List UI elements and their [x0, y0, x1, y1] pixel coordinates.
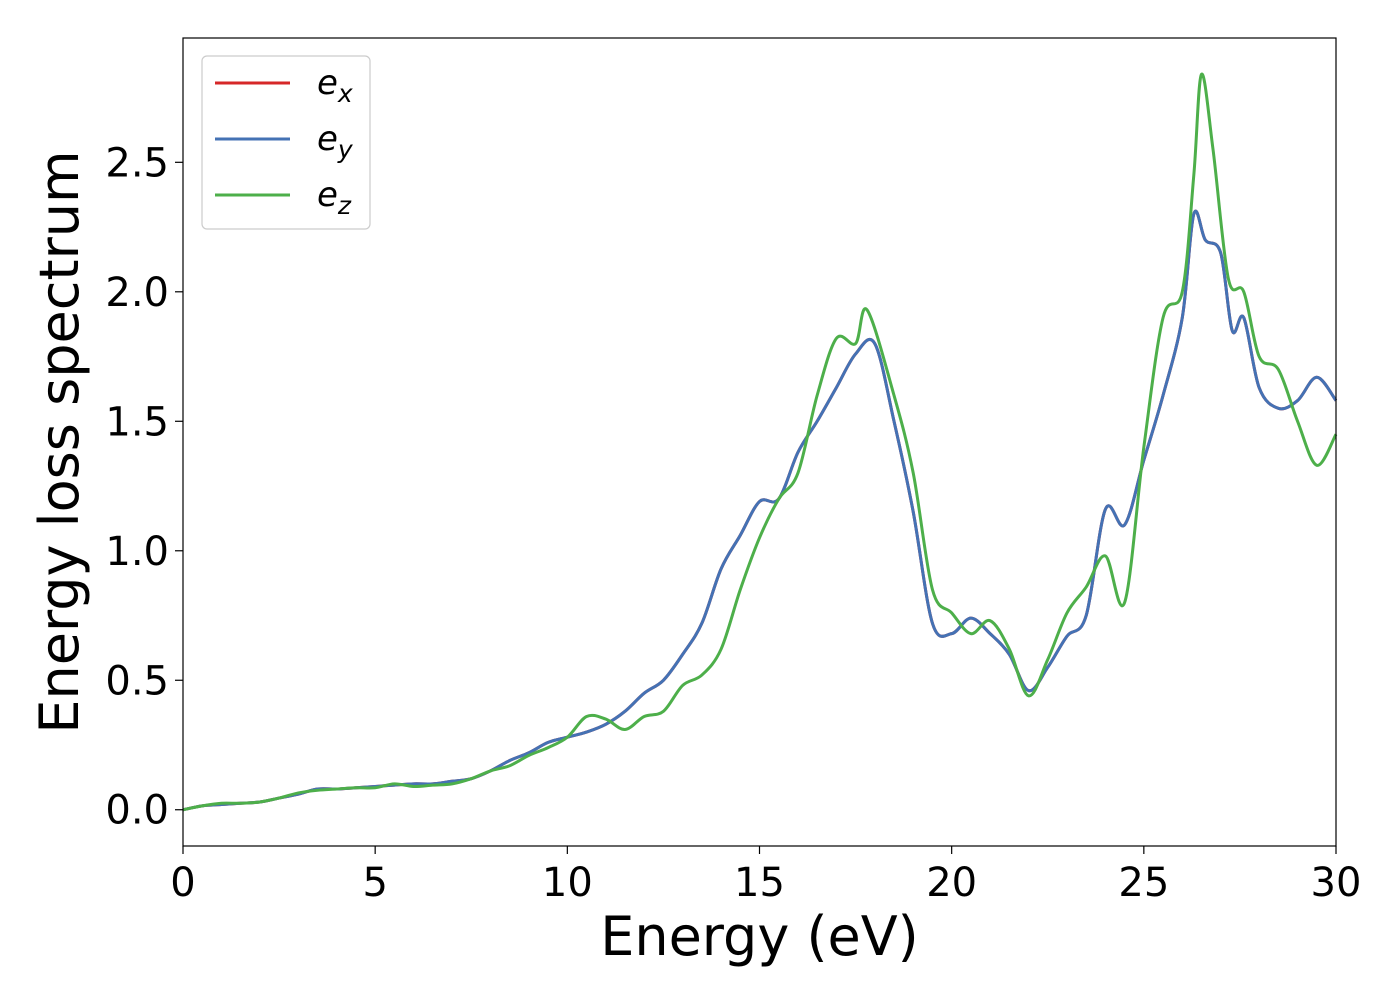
- x-tick-label: 0: [170, 860, 195, 906]
- y-tick-label: 0.5: [105, 658, 169, 704]
- x-tick-label: 25: [1118, 860, 1169, 906]
- x-axis-label: Energy (eV): [600, 905, 919, 968]
- x-tick-label: 5: [362, 860, 387, 906]
- y-tick-label: 1.0: [105, 529, 169, 575]
- x-tick-label: 15: [734, 860, 785, 906]
- legend-label-y: ey: [317, 119, 354, 164]
- legend-items: ex ey ez: [215, 63, 354, 220]
- y-tick-label: 2.0: [105, 270, 169, 316]
- y-axis: 0.0 0.5 1.0 1.5 2.0 2.5: [105, 140, 183, 834]
- y-tick-label: 2.5: [105, 140, 169, 186]
- legend: ex ey ez: [201, 55, 371, 230]
- legend-box: [201, 55, 371, 230]
- x-tick-label: 20: [926, 860, 977, 906]
- legend-label-x: ex: [317, 63, 353, 108]
- x-tick-label: 10: [542, 860, 593, 906]
- legend-label-z: ez: [317, 175, 352, 220]
- y-tick-label: 1.5: [105, 399, 169, 445]
- x-axis: 0 5 10 15 20 25 30: [170, 846, 1361, 906]
- y-tick-label: 0.0: [105, 788, 169, 834]
- y-axis-label: Energy loss spectrum: [28, 150, 91, 733]
- x-tick-label: 30: [1311, 860, 1362, 906]
- series-line-z: [182, 72, 1338, 812]
- series-layer: [182, 72, 1338, 812]
